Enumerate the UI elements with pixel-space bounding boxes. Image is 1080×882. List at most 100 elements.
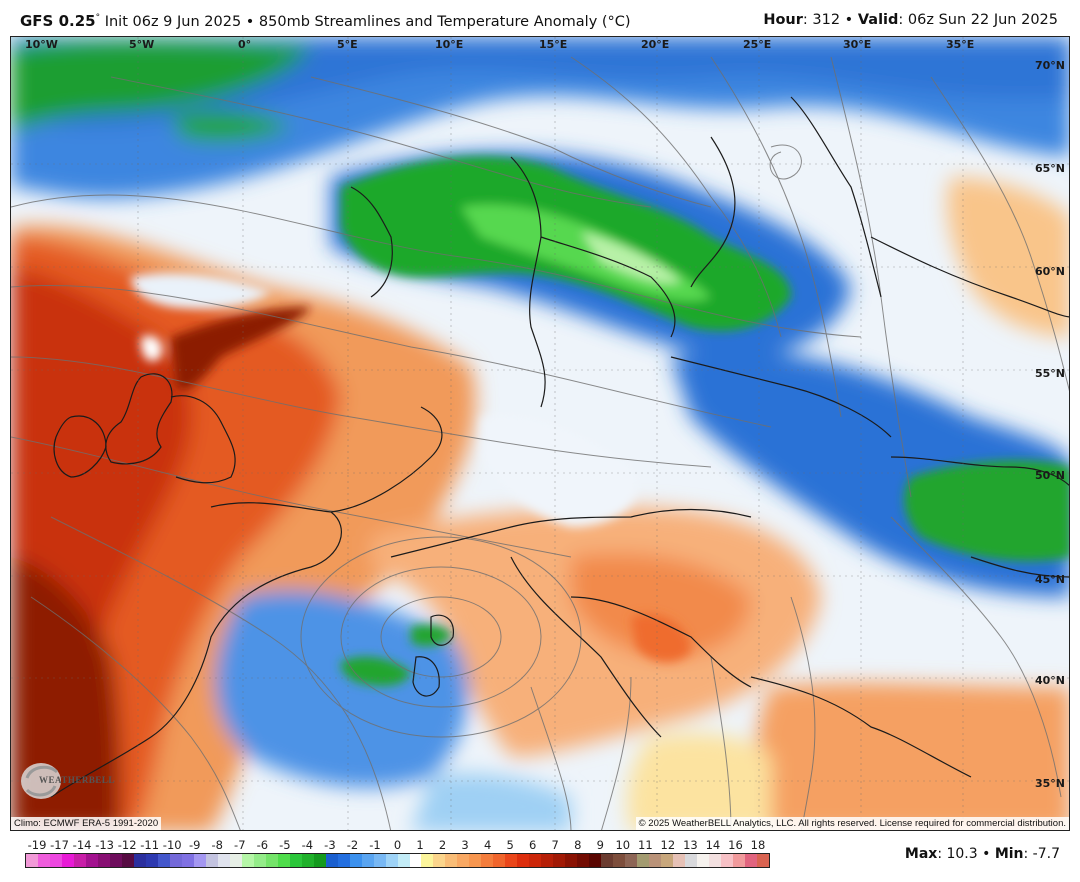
colorbar-swatch — [541, 854, 554, 867]
valid-label: Valid — [857, 12, 899, 28]
colorbar-swatch — [49, 854, 62, 867]
colorbar-swatch — [673, 854, 686, 867]
colorbar-tick-label: 14 — [705, 838, 721, 852]
weather-map[interactable]: 10°W 5°W 0° 5°E 10°E 15°E 20°E 25°E 30°E… — [10, 36, 1070, 831]
colorbar-tick-label: 9 — [596, 838, 604, 852]
lat-label: 40°N — [1034, 674, 1065, 687]
colorbar-swatch — [26, 854, 38, 867]
colorbar-swatch — [289, 854, 302, 867]
colorbar-swatch — [625, 854, 638, 867]
colorbar-tick-label: -4 — [301, 838, 314, 852]
colorbar-swatch — [277, 854, 290, 867]
colorbar-tick-label: 2 — [438, 838, 447, 852]
colorbar-swatch — [181, 854, 194, 867]
colorbar-swatch — [193, 854, 206, 867]
colorbar-swatch — [361, 854, 374, 867]
coastlines — [50, 96, 1069, 798]
colorbar-tick-label: 6 — [529, 838, 537, 852]
colorbar-tick-label: 3 — [461, 838, 469, 852]
colorbar-swatch — [757, 854, 770, 867]
lon-label: 25°E — [743, 38, 772, 51]
hour-value: : 312 • — [802, 12, 858, 28]
colorbar-tick-label: -17 — [50, 838, 69, 852]
colorbar-swatch — [601, 854, 614, 867]
degree-mark: ° — [95, 13, 101, 24]
lat-label: 65°N — [1034, 162, 1065, 175]
colorbar-tick-label: -9 — [188, 838, 201, 852]
colorbar-swatch — [445, 854, 458, 867]
colorbar-tick-label: 13 — [683, 838, 698, 852]
colorbar-swatch — [157, 854, 170, 867]
graticule — [11, 37, 1069, 830]
colorbar-swatch — [553, 854, 566, 867]
lon-label: 20°E — [641, 38, 670, 51]
colorbar-swatch — [205, 854, 218, 867]
logo-text: WEATHERBELL — [39, 775, 115, 785]
colorbar-swatch — [733, 854, 746, 867]
colorbar-tick-label: -13 — [95, 838, 114, 852]
colorbar-swatch — [145, 854, 158, 867]
lat-label: 70°N — [1034, 59, 1065, 72]
colorbar-swatch — [397, 854, 410, 867]
colorbar-tick-label: -8 — [211, 838, 223, 852]
colorbar-swatch — [229, 854, 242, 867]
header: GFS 0.25° Init 06z 9 Jun 2025 • 850mb St… — [0, 0, 1080, 36]
colorbar-swatch — [613, 854, 626, 867]
colorbar-swatch — [37, 854, 50, 867]
colorbar-swatch — [217, 854, 230, 867]
colorbar-swatch — [253, 854, 266, 867]
weatherbell-logo-icon: WEATHERBELL — [19, 758, 114, 804]
colorbar-swatch — [241, 854, 254, 867]
colorbar-swatch — [685, 854, 698, 867]
colorbar-swatch — [469, 854, 482, 867]
colorbar-tick-label: 5 — [506, 838, 514, 852]
colorbar-swatch — [637, 854, 650, 867]
colorbar-swatch — [529, 854, 542, 867]
colorbar-swatch — [169, 854, 182, 867]
colorbar-tick-label: 10 — [615, 838, 631, 852]
lat-label: 60°N — [1034, 265, 1065, 278]
colorbar-tick-label: -7 — [234, 838, 246, 852]
colorbar-tick-label: -14 — [72, 838, 92, 852]
colorbar-tick-label: 18 — [750, 838, 766, 852]
colorbar-swatch — [325, 854, 338, 867]
colorbar-tick-label: 0 — [393, 838, 402, 852]
colorbar-swatch — [121, 854, 134, 867]
colorbar-swatch — [493, 854, 506, 867]
colorbar-swatch — [373, 854, 386, 867]
colorbar-swatch — [97, 854, 110, 867]
colorbar-tick-label: 12 — [660, 838, 676, 852]
anomaly-field — [11, 37, 1069, 830]
lon-label: 5°E — [337, 38, 358, 51]
max-value: : 10.3 • — [937, 846, 995, 862]
climo-note: Climo: ECMWF ERA-5 1991-2020 — [11, 817, 162, 830]
lat-label: 50°N — [1034, 469, 1065, 482]
colorbar-swatch — [709, 854, 722, 867]
colorbar-swatch — [349, 854, 362, 867]
lon-label: 10°W — [25, 38, 58, 51]
colorbar-swatch — [577, 854, 590, 867]
colorbar-swatch — [505, 854, 518, 867]
hour-label: Hour — [763, 12, 803, 28]
colorbar-swatch — [85, 854, 98, 867]
min-value: : -7.7 — [1023, 846, 1060, 862]
map-title: GFS 0.25° Init 06z 9 Jun 2025 • 850mb St… — [20, 12, 631, 30]
colorbar-swatch — [481, 854, 494, 867]
colorbar-tick-label: -3 — [324, 838, 336, 852]
lon-label: 35°E — [946, 38, 975, 51]
colorbar-swatch — [301, 854, 314, 867]
lat-label: 45°N — [1034, 573, 1065, 586]
colorbar-swatch — [697, 854, 710, 867]
colorbar-swatch — [385, 854, 398, 867]
colorbar-swatch — [721, 854, 734, 867]
colorbar-swatch — [457, 854, 470, 867]
colorbar-tick-label: -10 — [162, 838, 182, 852]
colorbar-tick-label: 4 — [483, 838, 492, 852]
colorbar-swatch — [133, 854, 146, 867]
colorbar-swatch — [265, 854, 278, 867]
colorbar-swatch — [409, 854, 422, 867]
lon-label: 30°E — [843, 38, 872, 51]
lon-label: 0° — [238, 38, 252, 51]
colorbar-swatch — [517, 854, 530, 867]
colorbar-swatch — [649, 854, 662, 867]
